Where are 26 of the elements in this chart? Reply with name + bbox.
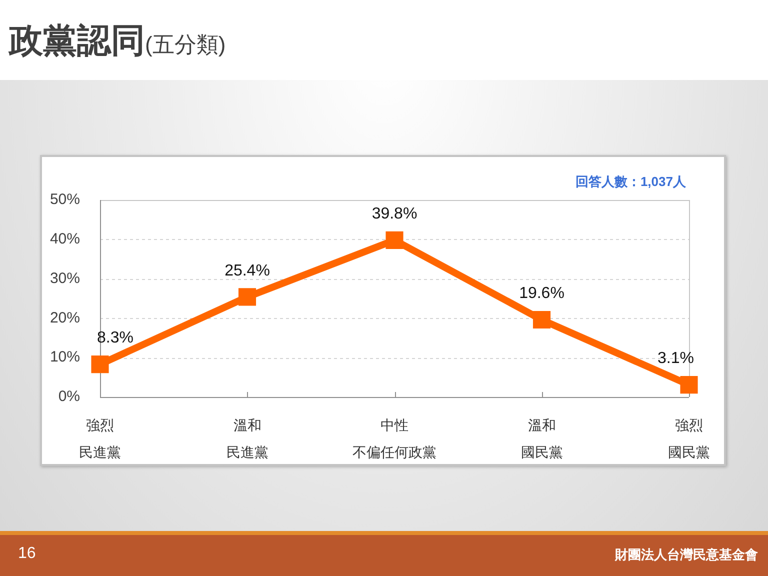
text: 16 — [18, 545, 36, 563]
text: 財團法人台灣民意基金會 — [615, 546, 758, 564]
y-tick-label: 0% — [58, 388, 80, 406]
x-tick-label: 強烈民進黨 — [79, 417, 121, 460]
data-label: 19.6% — [519, 285, 564, 302]
data-label: 3.1% — [658, 350, 694, 368]
x-tick-label: 中性不偏任何政黨 — [352, 417, 436, 460]
point — [238, 288, 256, 306]
data-label: 39.8% — [372, 206, 418, 223]
x-tick-label: 溫和民進黨 — [226, 417, 268, 460]
y-tick-label: 50% — [50, 191, 80, 208]
point — [91, 356, 109, 374]
point — [532, 311, 551, 329]
point — [386, 231, 404, 249]
x-tick-label: 強烈國民黨 — [668, 417, 710, 460]
point — [680, 376, 698, 394]
y-tick-label: 30% — [50, 270, 80, 287]
y-tick-label: 40% — [50, 230, 80, 248]
chart-title: 政黨認同 — [9, 22, 145, 60]
y-tick-label: 10% — [50, 348, 80, 366]
x-tick-label: 溫和國民黨 — [520, 417, 563, 460]
data-label: 25.4% — [224, 262, 270, 280]
y-tick-label: 20% — [50, 309, 80, 326]
text: 回答人數：1,037人 — [575, 173, 686, 191]
data-label: 8.3% — [97, 330, 134, 347]
chart-subtitle: (五分類) — [145, 32, 226, 57]
